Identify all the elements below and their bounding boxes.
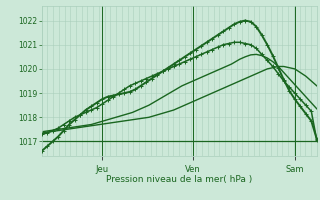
- X-axis label: Pression niveau de la mer( hPa ): Pression niveau de la mer( hPa ): [106, 175, 252, 184]
